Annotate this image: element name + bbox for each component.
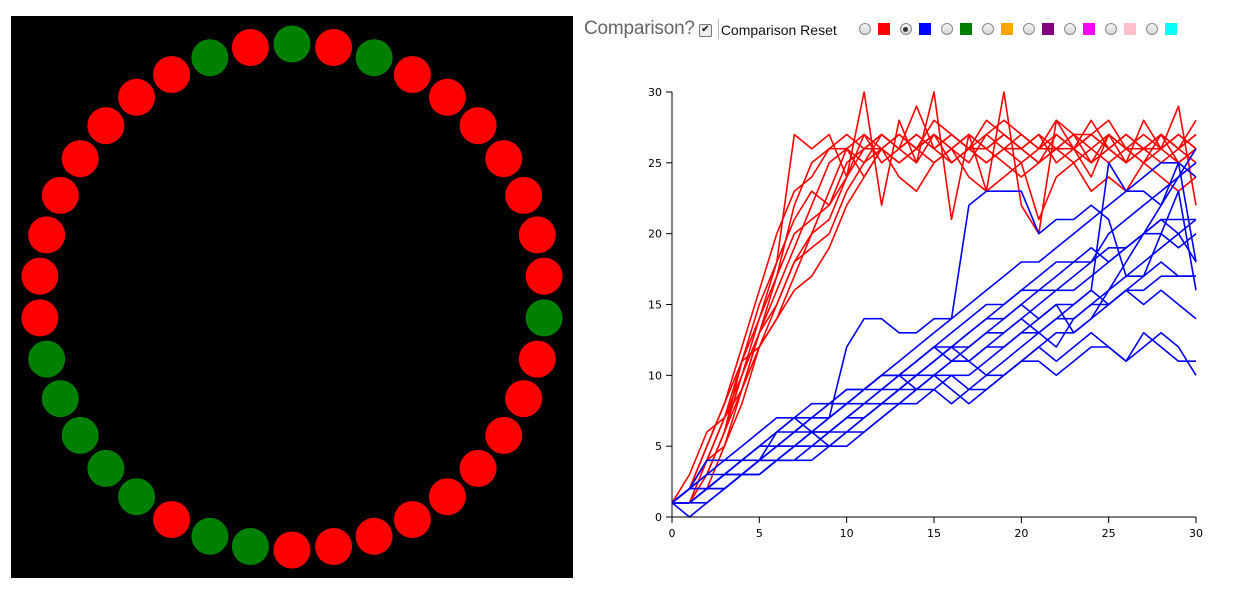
agent-dot-red [273,531,311,569]
radio-green[interactable] [940,23,953,35]
radio-magenta[interactable] [1063,23,1076,35]
agent-dot-red [315,29,353,66]
agent-dot-red [355,517,393,555]
comparison-controls: Comparison? ✔ Comparison Reset [584,15,1183,43]
agent-dot-red [518,216,556,254]
agent-dot-green [61,416,99,454]
agent-dot-red [315,528,353,565]
agent-dot-red [61,140,99,178]
line-chart: 0 5 10 15 20 25 30 0 5 10 15 20 25 30 [648,86,1203,540]
agent-dot-red [518,340,556,378]
comparison-checkbox[interactable]: ✔ [698,23,712,37]
agent-dot-green [191,517,229,555]
comparison-reset-button[interactable]: Comparison Reset [717,19,837,39]
color-options [855,23,1183,35]
series-line-blue-20 [672,190,1197,504]
agent-dot-red [428,478,466,516]
radio-selected-dot [903,26,909,32]
radio-pink[interactable] [1104,23,1117,35]
x-tick-label: 15 [927,527,941,540]
series-line-red-6 [671,105,1197,504]
agent-dot-red [428,78,466,116]
agent-ring-panel [11,16,573,578]
y-tick-label: 25 [648,157,662,170]
swatch-blue [918,23,931,35]
agent-dot-green [273,25,311,63]
agent-dot-red [21,257,59,295]
agent-dot-red [393,501,431,538]
agent-dot-red [485,140,523,178]
swatch-pink [1123,23,1136,35]
agent-dot-green [231,528,269,565]
x-tick-label: 5 [756,527,763,540]
x-tick-label: 20 [1014,527,1028,540]
series-line-red-9 [671,91,1197,504]
agent-dot-red [459,107,497,145]
swatch-magenta [1082,23,1095,35]
agent-dot-red [525,257,563,295]
radio-cyan[interactable] [1145,23,1158,35]
agent-dot-red [118,78,156,116]
x-tick-label: 10 [840,527,854,540]
series-line-blue-11 [671,148,1197,504]
swatch-orange [1000,23,1013,35]
agent-dot-red [21,299,59,337]
y-tick-label: 0 [655,511,662,524]
swatch-cyan [1164,23,1177,35]
y-tick-label: 20 [648,228,662,241]
y-tick-label: 5 [655,440,662,453]
agent-dot-red [153,501,191,538]
agent-dot-red [505,176,543,214]
swatch-green [959,23,972,35]
series-line-blue-23 [672,275,1196,504]
x-tick-label: 25 [1102,527,1116,540]
agent-dot-green [191,39,229,77]
y-tick-label: 15 [648,299,662,312]
series-line-blue-17 [671,289,1197,504]
y-tick-label: 10 [648,369,662,382]
agent-dot-red [459,449,497,487]
radio-purple[interactable] [1022,23,1035,35]
agent-dot-red [87,107,125,145]
series-line-red-8 [671,147,1197,504]
agent-dot-green [87,449,125,487]
x-tick-label: 30 [1189,527,1203,540]
radio-orange[interactable] [981,23,994,35]
agent-dot-red [393,56,431,93]
agent-ring [21,25,563,569]
agent-dot-green [118,478,156,516]
radio-blue[interactable] [899,23,912,35]
series-line-blue-19 [671,332,1196,504]
agent-dot-red [485,416,523,454]
series-line-blue-22 [672,190,1197,504]
agent-dot-green [525,299,563,337]
agent-dot-green [41,380,79,418]
x-tick-label: 0 [669,527,676,540]
agent-dot-green [355,39,393,77]
radio-red[interactable] [858,23,871,35]
agent-dot-red [153,56,191,93]
agent-dot-red [505,380,543,418]
comparison-label: Comparison? [584,18,695,39]
agent-dot-green [28,340,66,378]
swatch-purple [1041,23,1054,35]
swatch-red [877,23,890,35]
y-tick-label: 30 [648,86,662,99]
agent-dot-red [231,29,269,66]
agent-dot-red [41,176,79,214]
agent-dot-red [28,216,66,254]
